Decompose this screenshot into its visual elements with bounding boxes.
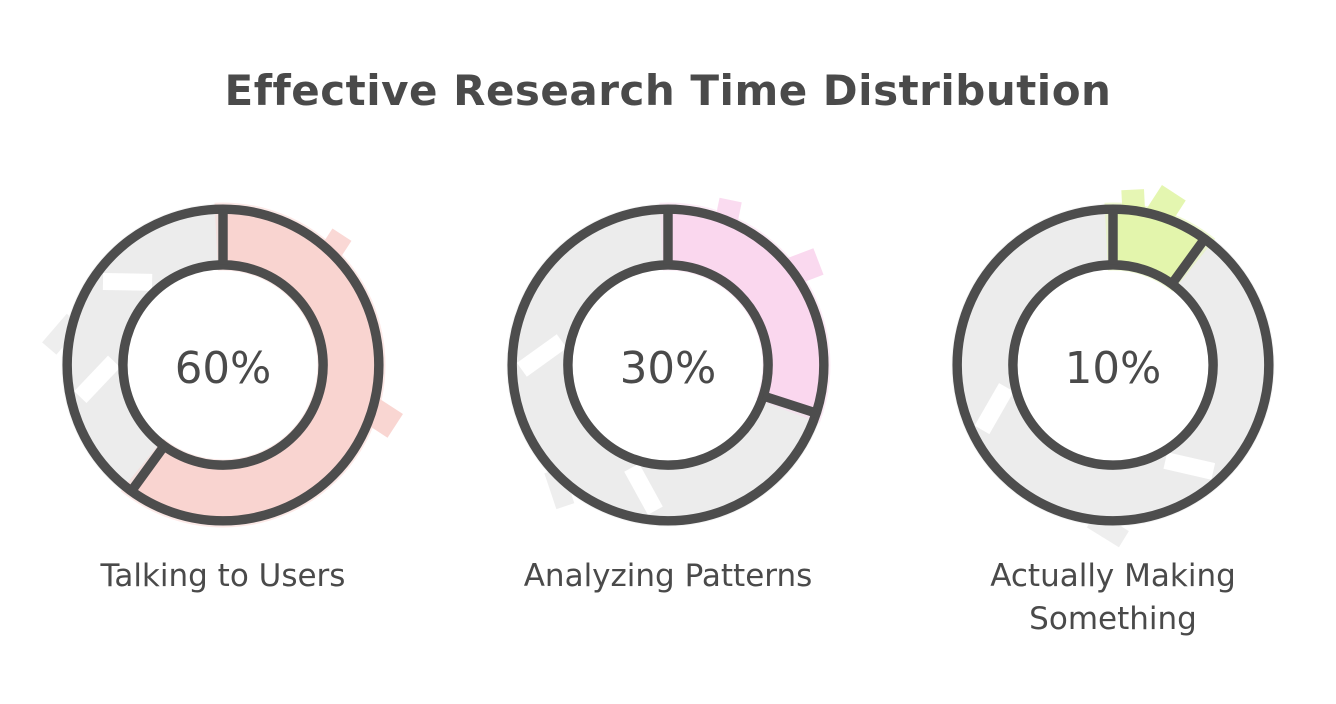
rough-fill-gap <box>102 272 153 291</box>
rough-paint-splatter <box>544 467 575 510</box>
donut-value-fill <box>130 207 381 523</box>
rough-paint-splatter <box>779 248 824 288</box>
charts-row: 60% Talking to Users 30% Analyzing Patte… <box>0 185 1336 642</box>
rough-fill-gap <box>74 355 121 403</box>
donut-gauge: 10% <box>951 185 1275 548</box>
rough-fill-gap <box>1163 452 1216 480</box>
donut-center-value: 60% <box>175 344 272 394</box>
donut-gauge: 60% <box>42 202 403 528</box>
donut-chart-actually-making-something: 10% Actually Making Something <box>891 185 1336 642</box>
donut-label: Analyzing Patterns <box>523 558 813 594</box>
donut-center-value: 10% <box>1065 344 1162 394</box>
donut-chart-analyzing-patterns: 30% Analyzing Patterns <box>446 195 891 642</box>
donut-slice-divider <box>127 443 168 494</box>
rough-fill-gap <box>624 463 663 515</box>
chart-title: Effective Research Time Distribution <box>224 66 1112 115</box>
donut-label: Actually Making Something <box>990 558 1236 638</box>
rough-paint-splatter <box>316 228 352 265</box>
donut-slice-divider <box>761 391 818 418</box>
donut-outline-layer <box>952 204 1274 526</box>
donut-center-value: 30% <box>620 344 717 394</box>
donut-slice-divider <box>1168 236 1209 287</box>
donut-chart-talking-to-users: 60% Talking to Users <box>1 195 446 642</box>
donut-outline-layer <box>62 204 384 526</box>
rough-fill-gap <box>516 334 567 377</box>
donut-label: Talking to Users <box>100 558 346 594</box>
donut-value-fill <box>668 207 826 414</box>
donut-track-fill <box>957 209 1269 521</box>
donut-gauge: 30% <box>506 197 831 527</box>
rough-fill-gap <box>974 383 1014 435</box>
donut-outline-layer <box>507 204 829 526</box>
donut-track-fill <box>512 209 817 521</box>
